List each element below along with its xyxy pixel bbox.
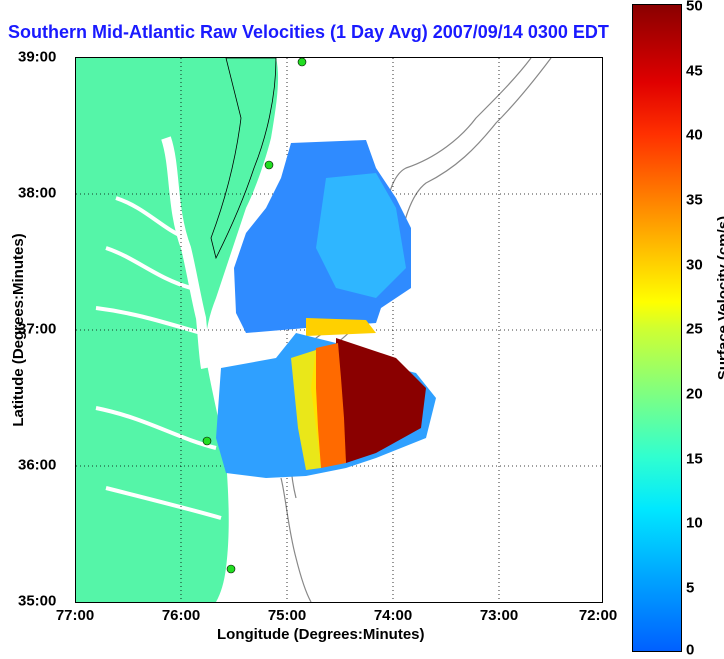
x-tick-label: 74:00 [373, 607, 413, 624]
y-tick-label: 36:00 [18, 456, 57, 474]
x-tick-label: 73:00 [479, 607, 519, 624]
station-marker [264, 160, 274, 170]
colorbar-tick: 40 [686, 126, 703, 144]
colorbar-tick: 5 [686, 579, 695, 597]
station-marker [202, 436, 212, 446]
x-axis-label: Longitude (Degrees:Minutes) [217, 626, 425, 643]
colorbar-tick: 0 [686, 641, 695, 659]
x-tick-label: 77:00 [55, 607, 95, 624]
x-tick-label: 75:00 [267, 607, 307, 624]
x-tick-label: 72:00 [578, 607, 618, 624]
y-tick-label: 39:00 [18, 48, 57, 66]
colorbar-label: Surface Velocity (cm/s) [715, 215, 724, 381]
x-tick-label: 76:00 [161, 607, 201, 624]
colorbar-tick: 45 [686, 62, 703, 80]
colorbar-tick: 10 [686, 514, 703, 532]
y-tick-label: 35:00 [18, 592, 57, 610]
colorbar-tick: 15 [686, 450, 703, 468]
station-marker [226, 564, 236, 574]
chesapeake-bay [161, 136, 211, 369]
map-plot-area [75, 57, 603, 603]
colorbar [632, 4, 682, 652]
grid-lines [76, 58, 602, 602]
map-canvas [76, 58, 602, 602]
colorbar-tick: 25 [686, 320, 703, 338]
y-tick-label: 38:00 [18, 184, 57, 202]
colorbar-tick: 30 [686, 256, 703, 274]
colorbar-tick: 50 [686, 0, 703, 15]
colorbar-tick: 35 [686, 191, 703, 209]
station-marker [297, 58, 307, 67]
map-title: Southern Mid-Atlantic Raw Velocities (1 … [8, 22, 609, 42]
y-tick-label: 37:00 [18, 320, 57, 338]
colorbar-tick: 20 [686, 385, 703, 403]
